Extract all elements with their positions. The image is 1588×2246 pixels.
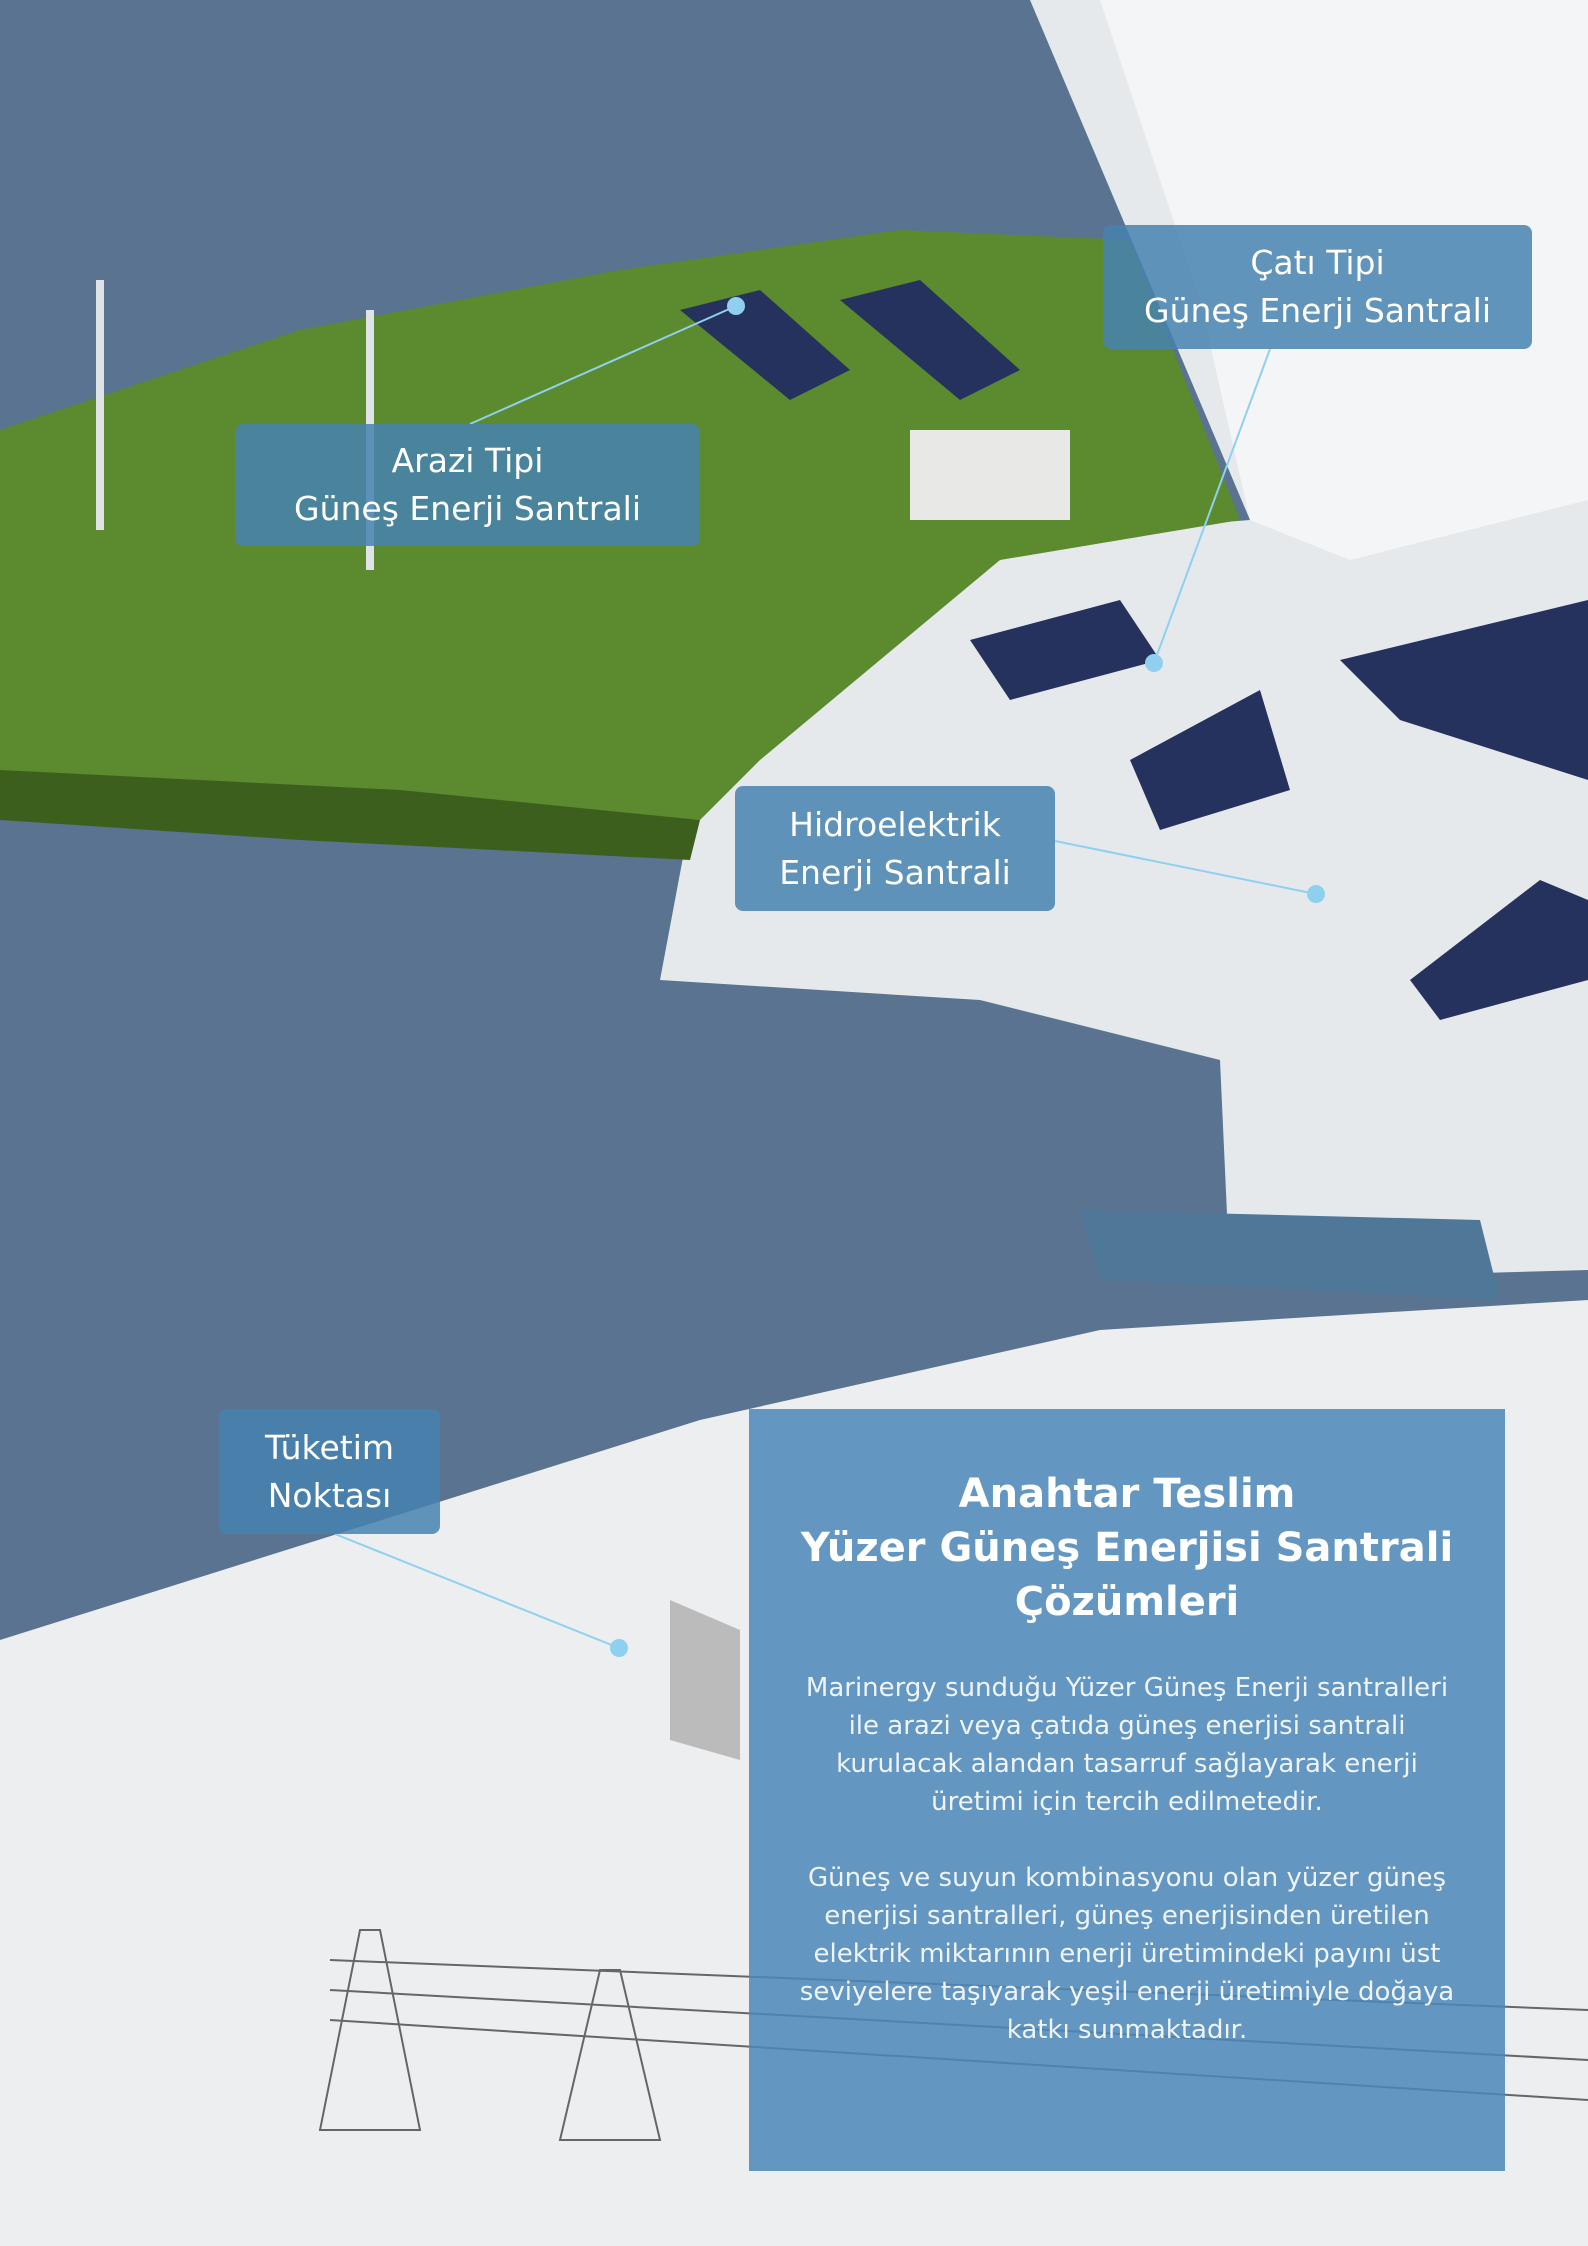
callout-arazi: Arazi Tipi Güneş Enerji Santrali [235,424,700,546]
callout-text: Güneş Enerji Santrali [1144,291,1491,330]
canal [1080,1210,1500,1300]
solar-panels [680,280,1588,1020]
callout-tuketim: Tüketim Noktası [219,1409,440,1534]
callout-hidro: Hidroelektrik Enerji Santrali [735,786,1055,911]
callout-lines [334,297,1325,1657]
info-panel: Anahtar Teslim Yüzer Güneş Enerjisi Sant… [749,1409,1505,2171]
building [910,430,1070,520]
title-line: Çözümleri [1014,1579,1240,1625]
callout-text: Güneş Enerji Santrali [294,489,641,528]
callout-text: Çatı Tipi [1250,243,1385,282]
callout-cati: Çatı Tipi Güneş Enerji Santrali [1103,225,1532,349]
panel-title: Anahtar Teslim Yüzer Güneş Enerjisi Sant… [789,1467,1465,1629]
callout-text: Hidroelektrik [789,804,1001,844]
paragraph: Güneş ve suyun kombinasyonu olan yüzer g… [799,1863,1455,2045]
callout-text: Tüketim [264,1427,395,1467]
callout-text: Enerji Santrali [779,852,1011,892]
callout-text: Noktası [267,1475,392,1515]
paragraph: Marinergy sunduğu Yüzer Güneş Enerji san… [805,1673,1449,1817]
island-edge [0,770,700,860]
title-line: Yüzer Güneş Enerjisi Santrali [800,1525,1454,1571]
title-line: Anahtar Teslim [958,1471,1296,1517]
house [670,1600,740,1760]
callout-text: Arazi Tipi [391,441,544,480]
